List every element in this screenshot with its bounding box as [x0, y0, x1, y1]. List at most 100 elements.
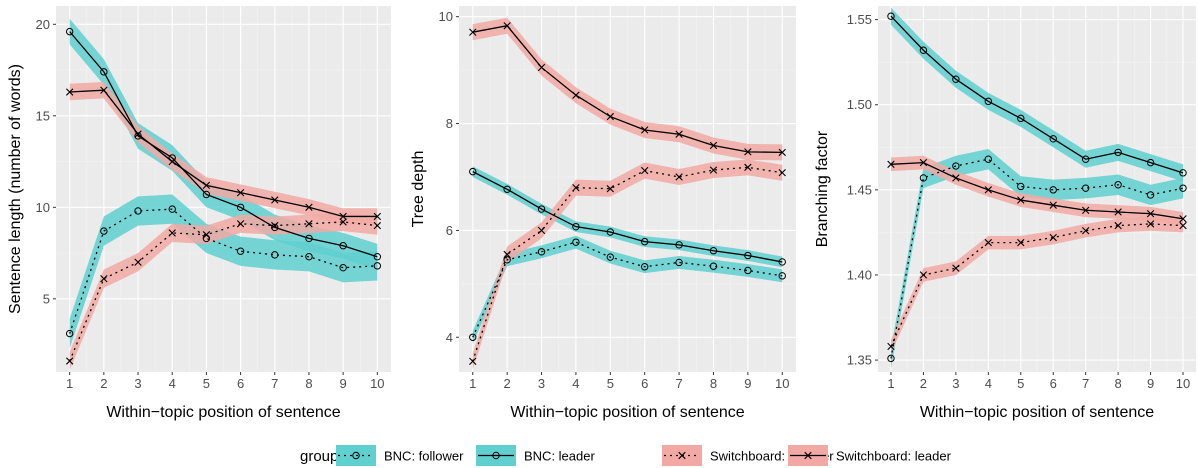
data-point — [1017, 238, 1025, 247]
series-line-1 — [472, 241, 783, 338]
y-axis-title: Sentence length (number of words) — [7, 64, 24, 314]
data-point — [572, 238, 580, 246]
data-point — [134, 130, 142, 138]
data-point — [1146, 209, 1155, 218]
series-line-4 — [69, 89, 378, 218]
legend-label: BNC: follower — [384, 449, 464, 464]
data-point — [339, 242, 347, 250]
data-point — [469, 167, 477, 176]
confidence-band-3 — [890, 217, 1184, 354]
data-point — [984, 238, 993, 247]
data-point — [202, 181, 211, 190]
legend-marker — [352, 451, 360, 460]
x-tick-label: 10 — [370, 376, 384, 391]
data-point — [1146, 220, 1155, 228]
legend-marker — [804, 451, 812, 460]
data-point — [339, 212, 347, 221]
data-point — [1114, 208, 1122, 216]
data-point — [271, 196, 279, 204]
data-point — [236, 247, 245, 255]
data-point — [65, 329, 74, 338]
data-point — [1146, 191, 1155, 199]
data-point — [305, 203, 313, 211]
x-tick-label: 1 — [887, 376, 894, 391]
data-point — [168, 157, 176, 166]
x-tick-label: 9 — [1147, 376, 1154, 391]
legend-title: group — [300, 448, 338, 465]
data-point — [1049, 135, 1057, 143]
data-point — [100, 274, 108, 283]
chart-panel-1: 5 10 15 20 1 2 3 4 5 6 7 8 9 10 Within−topic position … — [7, 6, 391, 421]
data-point — [952, 174, 960, 182]
chart-panel-3: 1.35 1.40 1.45 1.50 1.55 1 2 3 4 5 6 7 8 9 10 Within−to… — [814, 6, 1196, 421]
confidence-band-1 — [890, 148, 1184, 369]
data-point — [572, 91, 580, 99]
data-point — [373, 212, 382, 221]
confidence-band-3 — [69, 212, 378, 371]
y-axis-title: Branching factor — [814, 130, 831, 247]
data-point — [236, 220, 245, 228]
data-point — [744, 163, 752, 172]
legend-marker — [678, 451, 686, 460]
series-line-1 — [69, 208, 378, 334]
data-point — [675, 258, 683, 267]
data-point — [709, 141, 718, 150]
data-point — [675, 241, 683, 249]
confidence-band-1 — [472, 235, 783, 344]
x-tick-label: 5 — [203, 376, 210, 391]
data-point — [1049, 186, 1057, 194]
x-tick-label: 8 — [1115, 376, 1122, 391]
data-point — [675, 173, 683, 181]
data-point — [503, 256, 511, 264]
data-point — [640, 263, 649, 271]
y-tick-label: 1.50 — [847, 97, 872, 112]
data-point — [236, 188, 245, 197]
data-point — [572, 222, 580, 231]
data-point — [100, 227, 108, 235]
legend-key-4 — [788, 445, 828, 466]
confidence-band-2 — [472, 166, 783, 268]
data-point — [65, 357, 74, 365]
data-point — [1146, 158, 1155, 167]
data-point — [65, 27, 74, 36]
data-point — [305, 234, 313, 243]
data-point — [640, 237, 649, 246]
data-point — [305, 220, 313, 228]
series-line-2 — [890, 15, 1184, 174]
data-point — [1017, 114, 1025, 123]
data-point — [202, 231, 211, 239]
series-line-3 — [472, 166, 783, 362]
series-line-2 — [69, 31, 378, 258]
y-tick-label: 6 — [446, 223, 453, 238]
data-point — [271, 223, 279, 232]
data-point — [537, 226, 546, 235]
data-point — [1049, 201, 1057, 209]
series-line-4 — [890, 161, 1184, 220]
data-point — [1081, 206, 1090, 214]
x-tick-label: 4 — [985, 376, 992, 391]
data-point — [537, 248, 546, 256]
data-point — [919, 271, 928, 279]
data-point — [100, 86, 108, 94]
data-point — [537, 63, 546, 72]
data-point — [1179, 221, 1187, 230]
data-point — [339, 218, 347, 226]
y-tick-label: 1.55 — [847, 12, 872, 27]
x-tick-label: 1 — [469, 376, 476, 391]
x-tick-label: 8 — [305, 376, 312, 391]
x-tick-label: 9 — [340, 376, 347, 391]
confidence-band-4 — [472, 17, 783, 161]
x-tick-label: 10 — [775, 376, 789, 391]
confidence-band-4 — [890, 155, 1184, 226]
x-axis-title: Within−topic position of sentence — [510, 404, 744, 421]
data-point — [744, 251, 752, 260]
data-point — [339, 263, 347, 272]
x-tick-label: 10 — [1176, 376, 1190, 391]
data-point — [919, 46, 928, 54]
data-point — [744, 148, 752, 156]
x-tick-label: 4 — [572, 376, 579, 391]
data-point — [373, 262, 382, 270]
data-point — [778, 148, 786, 157]
legend: group BNC: follower BNC: leader Switchboar… — [300, 445, 952, 466]
